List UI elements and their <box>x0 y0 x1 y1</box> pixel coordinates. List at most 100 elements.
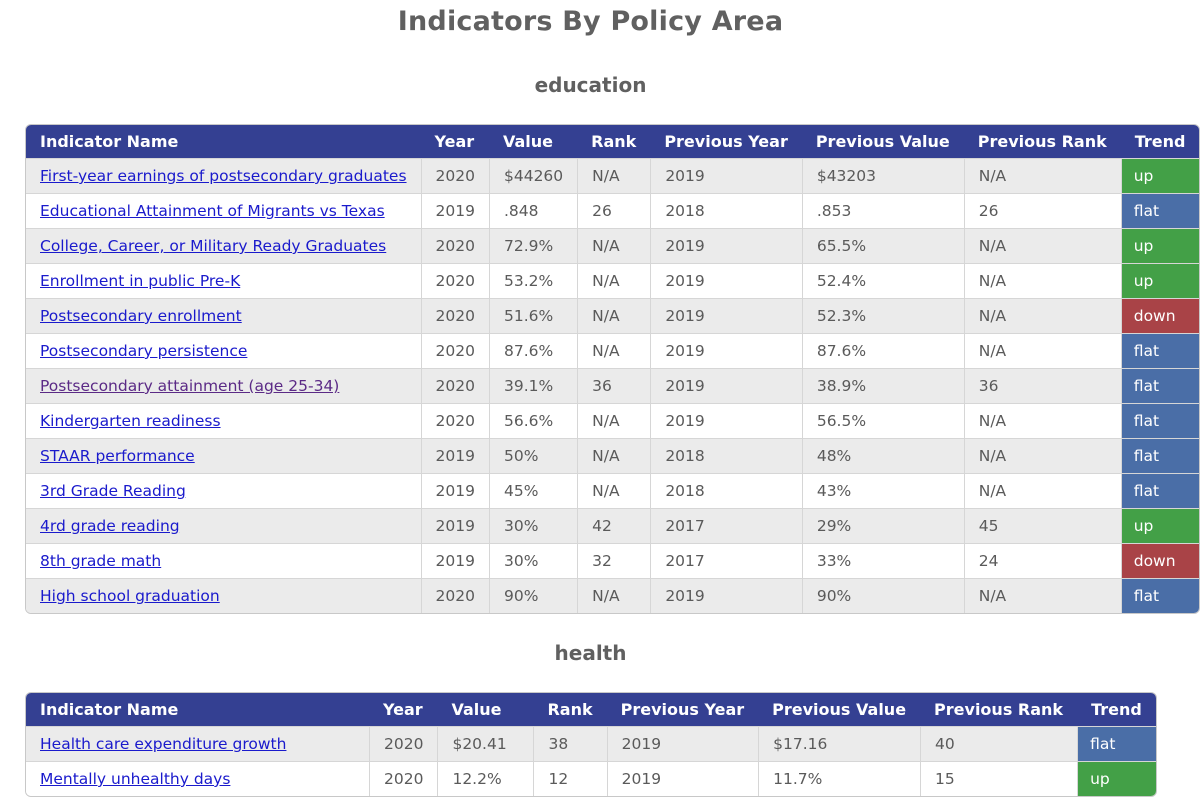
cell-previous-value: 38.9% <box>801 368 964 403</box>
cell-previous-value: $43203 <box>801 158 964 193</box>
cell-previous-value: 52.3% <box>801 298 964 333</box>
cell-previous-rank: N/A <box>963 298 1121 333</box>
indicator-link[interactable]: Postsecondary attainment (age 25-34) <box>40 377 340 395</box>
cell-previous-year: 2017 <box>650 543 802 578</box>
indicator-link[interactable]: Enrollment in public Pre-K <box>40 272 241 290</box>
table-header-row: Indicator Name Year Value Rank Previous … <box>26 125 1200 158</box>
cell-previous-rank: N/A <box>963 158 1121 193</box>
cell-year: 2019 <box>420 508 489 543</box>
indicator-link[interactable]: College, Career, or Military Ready Gradu… <box>40 237 387 255</box>
cell-indicator-name: 4rd grade reading <box>26 508 421 543</box>
cell-rank: N/A <box>577 578 651 613</box>
cell-previous-value: 52.4% <box>801 263 964 298</box>
indicator-link[interactable]: High school graduation <box>40 587 220 605</box>
indicator-link[interactable]: First-year earnings of postsecondary gra… <box>40 167 407 185</box>
column-header-previous-year[interactable]: Previous Year <box>650 125 802 158</box>
column-header-year[interactable]: Year <box>369 693 438 726</box>
cell-year: 2020 <box>420 368 489 403</box>
cell-previous-rank: N/A <box>963 438 1121 473</box>
cell-indicator-name: First-year earnings of postsecondary gra… <box>26 158 421 193</box>
indicator-link[interactable]: STAAR performance <box>40 447 195 465</box>
health-indicators-table: Indicator Name Year Value Rank Previous … <box>25 692 1157 797</box>
cell-indicator-name: Mentally unhealthy days <box>26 761 369 796</box>
column-header-previous-value[interactable]: Previous Value <box>758 693 921 726</box>
column-header-previous-rank[interactable]: Previous Rank <box>920 693 1078 726</box>
cell-year: 2020 <box>420 158 489 193</box>
cell-rank: 12 <box>533 761 607 796</box>
cell-previous-rank: N/A <box>963 228 1121 263</box>
column-header-indicator-name[interactable]: Indicator Name <box>26 125 421 158</box>
trend-badge: flat <box>1120 193 1200 228</box>
column-header-previous-rank[interactable]: Previous Rank <box>963 125 1121 158</box>
table-row: First-year earnings of postsecondary gra… <box>26 158 1200 193</box>
cell-indicator-name: Enrollment in public Pre-K <box>26 263 421 298</box>
column-header-year[interactable]: Year <box>420 125 489 158</box>
column-header-rank[interactable]: Rank <box>533 693 607 726</box>
column-header-value[interactable]: Value <box>437 693 534 726</box>
table-row: Enrollment in public Pre-K 2020 53.2% N/A 20… <box>26 263 1200 298</box>
cell-value: $20.41 <box>437 726 534 761</box>
cell-indicator-name: Postsecondary attainment (age 25-34) <box>26 368 421 403</box>
cell-indicator-name: Postsecondary enrollment <box>26 298 421 333</box>
cell-rank: 42 <box>577 508 651 543</box>
cell-indicator-name: 8th grade math <box>26 543 421 578</box>
trend-badge: flat <box>1120 578 1200 613</box>
table-header-row: Indicator Name Year Value Rank Previous … <box>26 693 1156 726</box>
table-row: High school graduation 2020 90% N/A 2019 90% N… <box>26 578 1200 613</box>
cell-previous-value: 87.6% <box>801 333 964 368</box>
trend-badge: up <box>1120 508 1200 543</box>
cell-previous-rank: N/A <box>963 333 1121 368</box>
cell-value: 87.6% <box>488 333 578 368</box>
cell-year: 2020 <box>420 403 489 438</box>
cell-indicator-name: STAAR performance <box>26 438 421 473</box>
cell-previous-value: 29% <box>801 508 964 543</box>
indicator-link[interactable]: 3rd Grade Reading <box>40 482 186 500</box>
indicator-link[interactable]: Postsecondary enrollment <box>40 307 242 325</box>
cell-value: $44260 <box>488 158 578 193</box>
cell-rank: N/A <box>577 438 651 473</box>
cell-year: 2019 <box>420 473 489 508</box>
cell-previous-year: 2019 <box>606 726 759 761</box>
cell-previous-value: .853 <box>801 193 964 228</box>
indicator-link[interactable]: Health care expenditure growth <box>40 735 287 753</box>
cell-value: 51.6% <box>488 298 578 333</box>
trend-badge: up <box>1120 263 1200 298</box>
table-row: College, Career, or Military Ready Gradu… <box>26 228 1200 263</box>
column-header-previous-year[interactable]: Previous Year <box>606 693 759 726</box>
education-indicators-table: Indicator Name Year Value Rank Previous … <box>25 124 1201 614</box>
cell-previous-year: 2019 <box>650 333 802 368</box>
cell-rank: 32 <box>577 543 651 578</box>
column-header-indicator-name[interactable]: Indicator Name <box>26 693 369 726</box>
trend-badge: flat <box>1120 403 1200 438</box>
column-header-trend[interactable]: Trend <box>1120 125 1200 158</box>
column-header-previous-value[interactable]: Previous Value <box>801 125 964 158</box>
indicator-link[interactable]: 8th grade math <box>40 552 162 570</box>
table-row: Postsecondary enrollment 2020 51.6% N/A 2019… <box>26 298 1200 333</box>
table-row: Postsecondary persistence 2020 87.6% N/A 201… <box>26 333 1200 368</box>
column-header-rank[interactable]: Rank <box>577 125 651 158</box>
cell-value: .848 <box>488 193 578 228</box>
cell-previous-year: 2019 <box>650 298 802 333</box>
table-row: Kindergarten readiness 2020 56.6% N/A 2019 56… <box>26 403 1200 438</box>
cell-previous-year: 2018 <box>650 473 802 508</box>
cell-rank: N/A <box>577 298 651 333</box>
indicator-link[interactable]: Mentally unhealthy days <box>40 770 231 788</box>
cell-previous-value: 43% <box>801 473 964 508</box>
indicator-link[interactable]: 4rd grade reading <box>40 517 180 535</box>
cell-indicator-name: Postsecondary persistence <box>26 333 421 368</box>
column-header-trend[interactable]: Trend <box>1077 693 1156 726</box>
indicator-link[interactable]: Postsecondary persistence <box>40 342 248 360</box>
table-row: Health care expenditure growth 2020 $20.41… <box>26 726 1156 761</box>
cell-year: 2020 <box>369 726 438 761</box>
column-header-value[interactable]: Value <box>488 125 578 158</box>
indicator-link[interactable]: Kindergarten readiness <box>40 412 221 430</box>
cell-value: 30% <box>488 508 578 543</box>
cell-rank: N/A <box>577 473 651 508</box>
trend-badge: down <box>1120 298 1200 333</box>
trend-badge: flat <box>1120 333 1200 368</box>
cell-year: 2020 <box>420 263 489 298</box>
cell-year: 2019 <box>420 438 489 473</box>
cell-rank: N/A <box>577 263 651 298</box>
cell-rank: N/A <box>577 228 651 263</box>
indicator-link[interactable]: Educational Attainment of Migrants vs Te… <box>40 202 385 220</box>
